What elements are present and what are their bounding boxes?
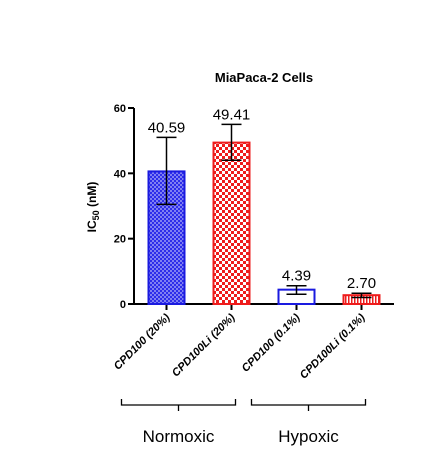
group-bracket-2 [250,399,367,406]
error-bars [156,123,372,299]
y-tick-label: 0 [120,299,126,311]
category-label-3: CPD100 (0.1%) [240,311,303,374]
y-axis-label-subscript: 50 [91,210,101,220]
y-tick-label: 60 [114,103,126,115]
group-label-1: Normoxic [143,427,215,446]
y-axis: 0 20 40 60 [114,103,135,311]
group-brackets: Normoxic Hypoxic [120,399,367,446]
bars [147,141,381,305]
category-label-4: CPD100Li (0.1%) [298,311,368,381]
category-label-1: CPD100 (20%) [112,311,173,372]
data-label-1: 40.59 [148,119,186,136]
y-axis-label-main: IC [85,220,99,232]
data-label-2: 49.41 [213,106,251,123]
group-label-2: Hypoxic [278,427,339,446]
y-tick-label: 20 [114,234,126,246]
category-labels: CPD100 (20%)CPD100Li (20%) CPD100 (0.1%)C… [112,311,368,381]
bar-2 [212,141,251,305]
chart-title: MiaPaca-2 Cells [215,70,313,85]
y-axis-label: IC50 (nM) [85,182,101,233]
data-labels: 40.59 49.41 4.39 2.70 [148,106,376,292]
category-label-2: CPD100Li (20%) [170,311,238,379]
data-label-3: 4.39 [282,268,311,285]
group-bracket-1 [120,399,237,406]
data-label-4: 2.70 [347,275,376,292]
y-tick-label: 40 [114,168,126,180]
y-axis-label-unit: (nM) [85,182,99,211]
